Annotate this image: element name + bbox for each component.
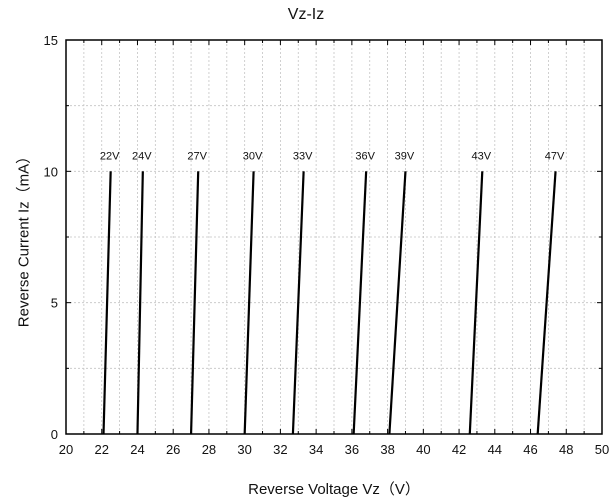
- y-tick-label: 10: [44, 164, 58, 179]
- series-line-33V: [291, 171, 305, 435]
- series-label: 24V: [132, 150, 152, 162]
- x-tick-label: 42: [452, 442, 466, 457]
- series-line-43V: [468, 171, 484, 435]
- x-tick-label: 50: [595, 442, 609, 457]
- x-tick-label: 22: [94, 442, 108, 457]
- series-line-22V: [102, 171, 112, 435]
- series-label: 36V: [355, 150, 375, 162]
- series-line-30V: [243, 171, 255, 435]
- series-label: 22V: [100, 150, 120, 162]
- series-line-47V: [536, 171, 557, 435]
- grid: [66, 40, 602, 434]
- series-labels: 22V 24V 27V 30V 33V 36V 39V 43V 47V: [100, 150, 565, 162]
- x-tick-label: 20: [59, 442, 73, 457]
- series-line-27V: [189, 171, 200, 435]
- series-line-36V: [352, 171, 368, 435]
- x-tick-label: 32: [273, 442, 287, 457]
- x-tick-label: 36: [345, 442, 359, 457]
- series-label: 39V: [395, 150, 415, 162]
- x-tick-label: 34: [309, 442, 323, 457]
- series-label: 27V: [187, 150, 207, 162]
- x-tick-label: 38: [380, 442, 394, 457]
- chart-title: Vz-Iz: [287, 6, 325, 23]
- x-tick-label: 28: [202, 442, 216, 457]
- series-label: 43V: [472, 150, 492, 162]
- x-tick-label: 26: [166, 442, 180, 457]
- axis-ticks: 20 22 24 26 28 30 32 34 36 38 40 42 44 46 48 50 0 5 10 15: [44, 33, 610, 457]
- series-label: 30V: [243, 150, 263, 162]
- x-tick-label: 30: [237, 442, 251, 457]
- x-axis-label: Reverse Voltage Vz（V）: [248, 481, 420, 498]
- series-label: 47V: [545, 150, 565, 162]
- series-line-24V: [136, 171, 144, 435]
- x-tick-label: 40: [416, 442, 430, 457]
- y-axis-label: Reverse Current Iz（mA）: [15, 148, 33, 328]
- x-tick-label: 44: [488, 442, 502, 457]
- x-tick-label: 24: [130, 442, 144, 457]
- y-tick-label: 5: [51, 296, 58, 311]
- y-tick-label: 15: [44, 33, 58, 48]
- series-line-39V: [388, 171, 407, 435]
- series-label: 33V: [293, 150, 313, 162]
- y-tick-label: 0: [51, 427, 58, 442]
- x-tick-label: 46: [523, 442, 537, 457]
- x-tick-label: 48: [559, 442, 573, 457]
- series-lines: [102, 171, 557, 435]
